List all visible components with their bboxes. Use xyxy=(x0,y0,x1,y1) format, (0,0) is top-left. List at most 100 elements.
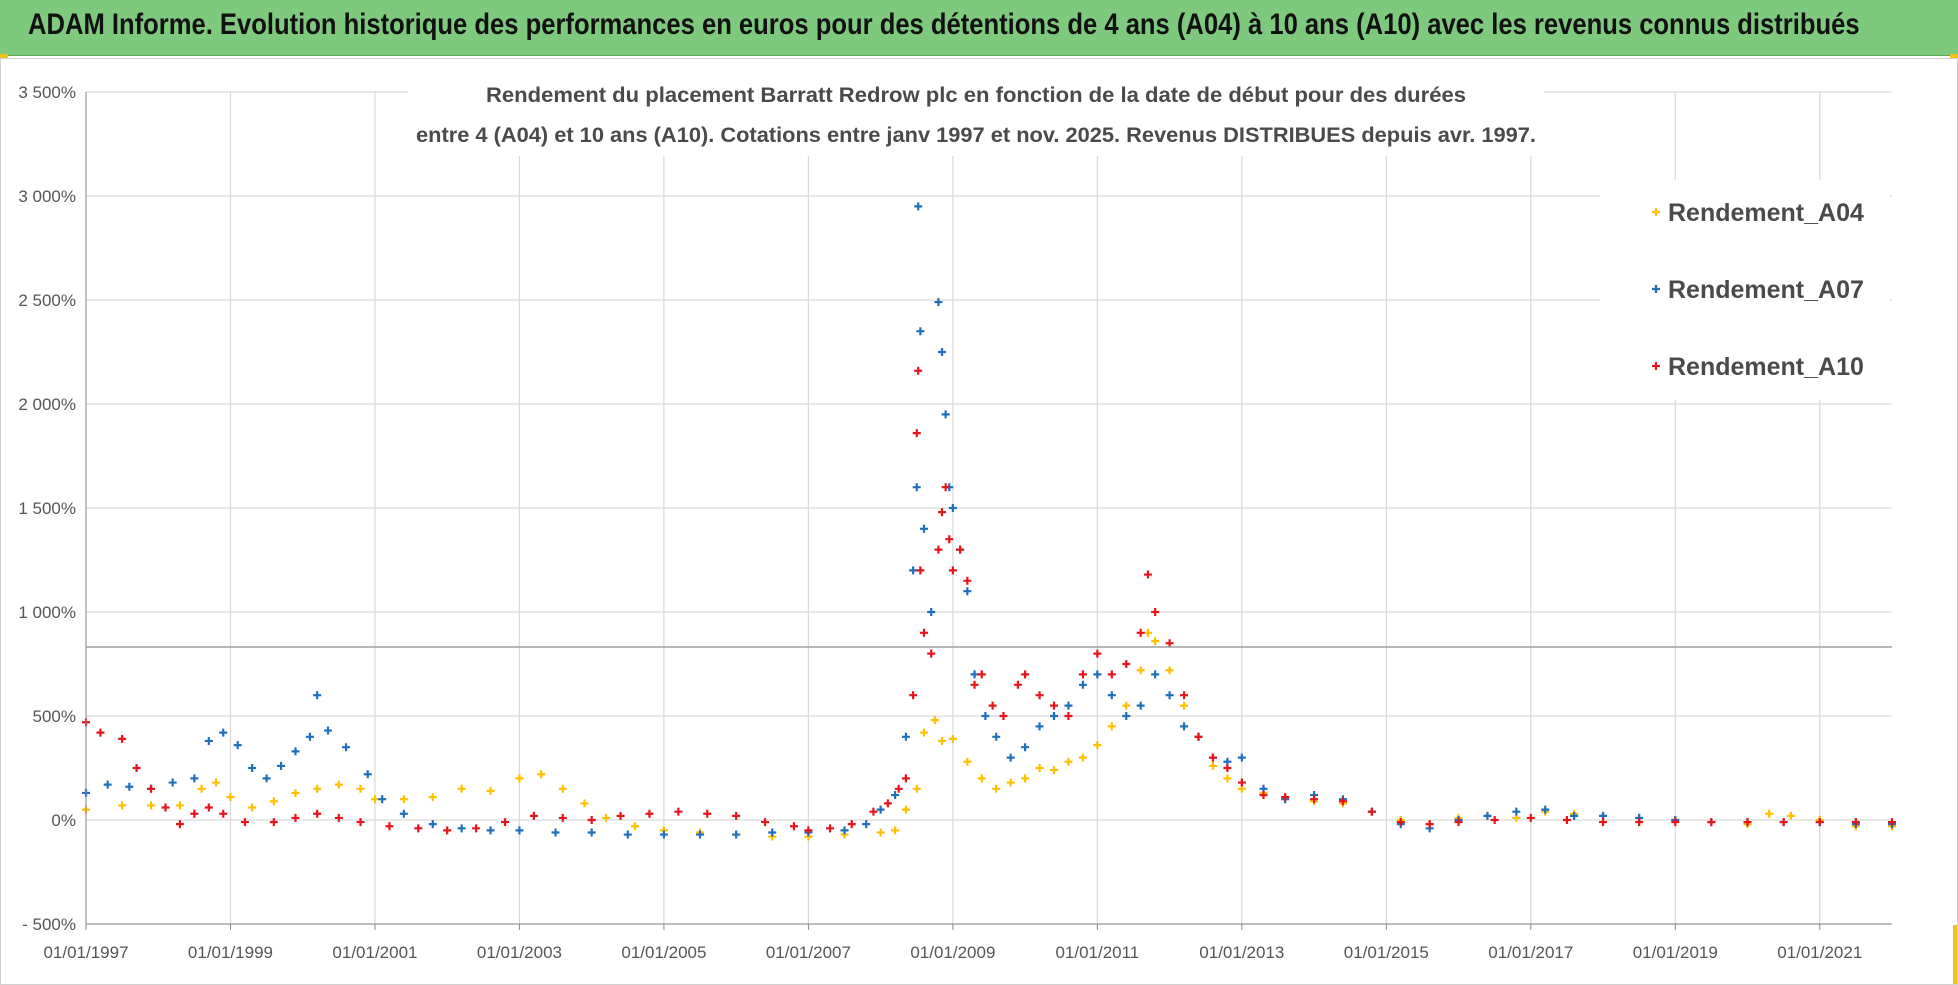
data-point xyxy=(602,813,611,822)
data-point xyxy=(558,813,567,822)
data-point xyxy=(204,736,213,745)
data-point xyxy=(118,801,127,810)
data-point xyxy=(1815,818,1824,827)
data-point xyxy=(1425,820,1434,829)
data-point xyxy=(1851,818,1860,827)
data-point xyxy=(1035,764,1044,772)
data-point xyxy=(1136,701,1145,710)
data-point xyxy=(103,780,112,789)
data-point xyxy=(912,483,921,492)
tick-labels: - 500% 0% 500% 1 000% 1 500% 2 000% 2 500% 3 00… xyxy=(18,83,1862,962)
data-point xyxy=(1707,818,1716,827)
data-point xyxy=(1194,732,1203,741)
data-point xyxy=(515,774,524,783)
title-banner: ADAM Informe. Evolution historique des p… xyxy=(0,0,1958,56)
data-point xyxy=(147,801,156,810)
data-point xyxy=(732,830,741,839)
data-point xyxy=(472,824,481,833)
corner-marker-top-left xyxy=(0,54,8,59)
y-tick-label: 1 500% xyxy=(18,499,76,518)
data-point xyxy=(938,348,947,356)
data-point xyxy=(1562,816,1571,824)
data-point xyxy=(212,778,221,787)
x-tick-label: 01/01/2003 xyxy=(477,943,562,962)
y-tick-label: 0% xyxy=(51,811,76,830)
data-point xyxy=(125,782,134,791)
data-point xyxy=(1786,811,1795,820)
data-point xyxy=(226,793,235,802)
data-point xyxy=(1237,753,1246,762)
x-tick-label: 01/01/1999 xyxy=(188,943,273,962)
legend-label: Rendement_A10 xyxy=(1668,353,1864,381)
data-point xyxy=(645,809,654,818)
data-point xyxy=(1122,701,1131,710)
data-point xyxy=(1107,691,1116,700)
data-point xyxy=(1006,778,1015,787)
data-point xyxy=(914,202,923,211)
data-point xyxy=(529,811,538,820)
data-point xyxy=(1454,818,1463,827)
data-point xyxy=(934,545,943,554)
data-point xyxy=(324,726,333,735)
data-point xyxy=(1779,818,1788,827)
data-point xyxy=(204,803,213,812)
data-point xyxy=(1021,670,1030,679)
data-point xyxy=(1223,774,1232,783)
legend-label: Rendement_A07 xyxy=(1668,276,1864,304)
data-point xyxy=(988,701,997,710)
corner-marker-bottom-right xyxy=(1953,925,1958,985)
data-point xyxy=(1078,670,1087,679)
data-point xyxy=(930,716,939,725)
data-point xyxy=(313,784,322,793)
data-point xyxy=(938,508,947,517)
legend-marker xyxy=(1652,208,1660,216)
data-point xyxy=(587,828,596,837)
data-point xyxy=(1013,680,1022,689)
data-point xyxy=(96,728,105,737)
data-point xyxy=(938,736,947,745)
data-point xyxy=(963,757,972,766)
data-point xyxy=(1064,757,1073,766)
data-point xyxy=(916,566,925,575)
data-point xyxy=(269,818,278,827)
x-tick-label: 01/01/2009 xyxy=(910,943,995,962)
data-point xyxy=(1122,712,1131,720)
data-point xyxy=(616,811,625,820)
data-point xyxy=(901,732,910,741)
data-point xyxy=(587,816,596,824)
y-tick-label: - 500% xyxy=(22,915,76,934)
data-point xyxy=(977,670,986,679)
data-point xyxy=(147,784,156,793)
data-point xyxy=(291,788,300,797)
data-point xyxy=(1765,809,1774,818)
subtitle-background xyxy=(408,72,1544,156)
data-point xyxy=(1310,795,1319,804)
data-point xyxy=(876,805,885,814)
data-point xyxy=(1396,818,1405,827)
data-point xyxy=(963,576,972,585)
x-tick-label: 01/01/1997 xyxy=(43,943,128,962)
data-point xyxy=(768,828,777,837)
data-point xyxy=(847,820,856,829)
data-point xyxy=(1143,570,1152,579)
data-point xyxy=(486,786,495,795)
data-point xyxy=(1208,761,1217,770)
data-point xyxy=(118,734,127,743)
legend-marker xyxy=(1652,285,1660,293)
legend: Rendement_A04 Rendement_A07 Rendement_A10 xyxy=(1652,199,1864,381)
data-point xyxy=(1078,680,1087,689)
data-point xyxy=(269,797,278,806)
data-point xyxy=(732,811,741,820)
data-point xyxy=(1021,743,1030,752)
data-point xyxy=(912,429,921,438)
data-point xyxy=(1021,774,1030,783)
data-point xyxy=(1512,807,1521,816)
data-point xyxy=(1035,691,1044,700)
data-point xyxy=(414,824,423,833)
data-point xyxy=(428,820,437,829)
data-point xyxy=(313,691,322,700)
data-point xyxy=(1526,813,1535,822)
x-tick-label: 01/01/2019 xyxy=(1633,943,1718,962)
data-point xyxy=(956,545,965,554)
data-point xyxy=(356,818,365,827)
